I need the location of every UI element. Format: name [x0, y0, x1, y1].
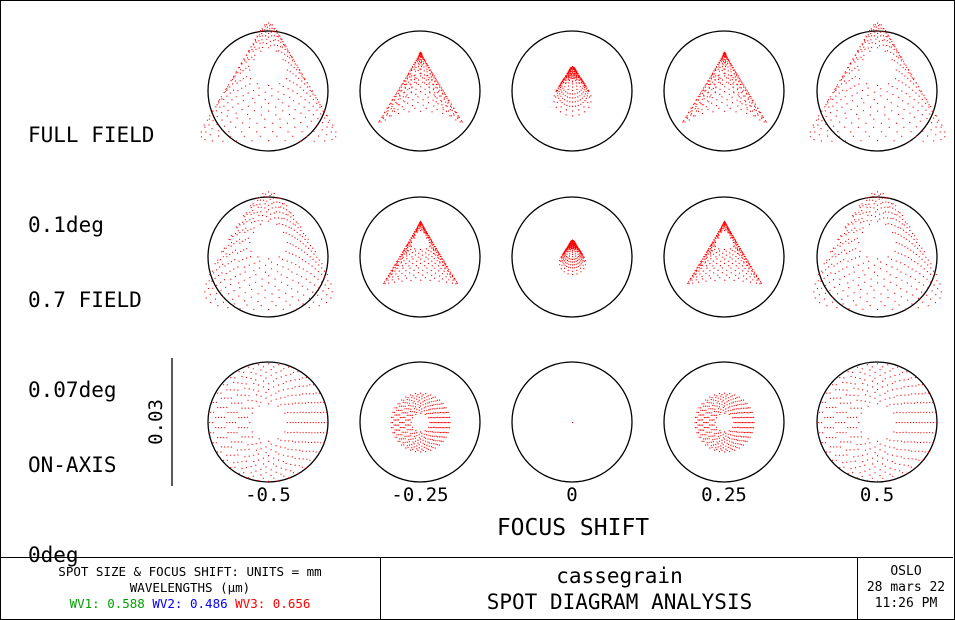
spot-points [559, 239, 586, 276]
spot-points [572, 422, 574, 424]
airy-reference-circle [359, 196, 481, 318]
spot-diagram-r1-c0 [204, 191, 333, 318]
row-label-full-field: FULL FIELD 0.1deg [28, 60, 154, 270]
time: 11:26 PM [874, 596, 938, 611]
row-label-on-axis-title: ON-AXIS [28, 453, 117, 477]
spot-diagrams [200, 22, 946, 483]
row-label-on-axis: ON-AXIS 0deg [28, 390, 117, 600]
spot-diagram-r2-c4 [816, 361, 938, 483]
footer-panel: SPOT SIZE & FOCUS SHIFT: UNITS = mm WAVE… [0, 557, 953, 619]
wavelength-2: WV2: 0.486 [152, 596, 228, 611]
row-label-full-field-title: FULL FIELD [28, 123, 155, 147]
x-tick-label: -0.25 [391, 484, 448, 506]
lens-name: cassegrain [556, 564, 683, 588]
spot-points [553, 66, 592, 117]
row-label-07-field-angle: 0.07deg [28, 378, 117, 402]
focus-shift-ticks: -0.5 -0.25 0 0.25 0.5 [245, 484, 894, 506]
program-name: OSLO [890, 564, 922, 579]
spot-diagram-r2-c1 [359, 361, 481, 483]
x-tick-label: 0.25 [701, 484, 747, 506]
airy-reference-circle [207, 361, 329, 483]
spot-diagram-r1-c2 [511, 196, 633, 318]
airy-reference-circle [816, 30, 938, 152]
airy-reference-circle [816, 361, 938, 483]
spot-points [209, 363, 328, 482]
spot-diagram-r2-c0 [207, 361, 329, 483]
row-label-07-field-title: 0.7 FIELD [28, 288, 142, 312]
wavelengths-heading: WAVELENGTHS (μm) [129, 580, 251, 595]
spot-points [378, 51, 463, 123]
spot-points [687, 220, 762, 285]
wavelength-list: WV1: 0.588 WV2: 0.486 WV3: 0.656 [0, 596, 380, 612]
spot-diagram-r1-c3 [663, 196, 785, 318]
airy-reference-circle [511, 361, 633, 483]
spot-points [204, 191, 333, 311]
airy-reference-circle [663, 361, 785, 483]
airy-reference-circle [663, 30, 785, 152]
row-label-full-field-angle: 0.1deg [28, 213, 104, 237]
spot-points [200, 22, 337, 142]
x-tick-label: 0.5 [860, 484, 894, 506]
spot-points [383, 220, 458, 285]
spot-diagram-r0-c1 [359, 30, 481, 152]
spot-points [813, 191, 942, 311]
footer-units-cell: SPOT SIZE & FOCUS SHIFT: UNITS = mm WAVE… [0, 558, 381, 619]
x-axis-label: FOCUS SHIFT [497, 515, 649, 541]
row-label-07-field: 0.7 FIELD 0.07deg [28, 225, 142, 435]
x-tick-label: -0.5 [245, 484, 291, 506]
spot-diagram-r2-c3 [663, 361, 785, 483]
spot-points [390, 392, 451, 453]
airy-reference-circle [359, 361, 481, 483]
spot-points [682, 51, 767, 123]
wavelength-1: WV1: 0.588 [69, 596, 145, 611]
wavelength-3: WV3: 0.656 [235, 596, 311, 611]
spot-diagram-r0-c4 [809, 22, 946, 152]
spot-diagram-r2-c2 [511, 361, 633, 483]
footer-title-cell: cassegrain SPOT DIAGRAM ANALYSIS [382, 558, 858, 619]
x-tick-label: 0 [566, 484, 577, 506]
spot-points [694, 392, 755, 453]
airy-reference-circle [359, 30, 481, 152]
footer-info-cell: OSLO 28 mars 22 11:26 PM [859, 558, 953, 619]
row-label-on-axis-angle: 0deg [28, 543, 79, 567]
spot-diagram-r0-c3 [663, 30, 785, 152]
airy-reference-circle [511, 30, 633, 152]
airy-reference-circle [663, 196, 785, 318]
date: 28 mars 22 [866, 580, 946, 595]
spot-diagram-r1-c1 [359, 196, 481, 318]
spot-diagram-r0-c2 [511, 30, 633, 152]
airy-reference-circle [816, 196, 938, 318]
spot-points [818, 363, 937, 482]
spot-points [809, 22, 946, 142]
airy-reference-circle [207, 196, 329, 318]
airy-reference-circle [511, 196, 633, 318]
spot-diagram-plot: -0.5 -0.25 0 0.25 0.5 FOCUS SHIFT 0.03 [145, 22, 946, 541]
scale-bar-label: 0.03 [145, 399, 167, 445]
airy-reference-circle [207, 30, 329, 152]
spot-diagram-r1-c4 [813, 191, 942, 318]
spot-diagram-r0-c0 [200, 22, 337, 152]
units-line: SPOT SIZE & FOCUS SHIFT: UNITS = mm [58, 564, 322, 579]
analysis-title: SPOT DIAGRAM ANALYSIS [486, 590, 753, 614]
